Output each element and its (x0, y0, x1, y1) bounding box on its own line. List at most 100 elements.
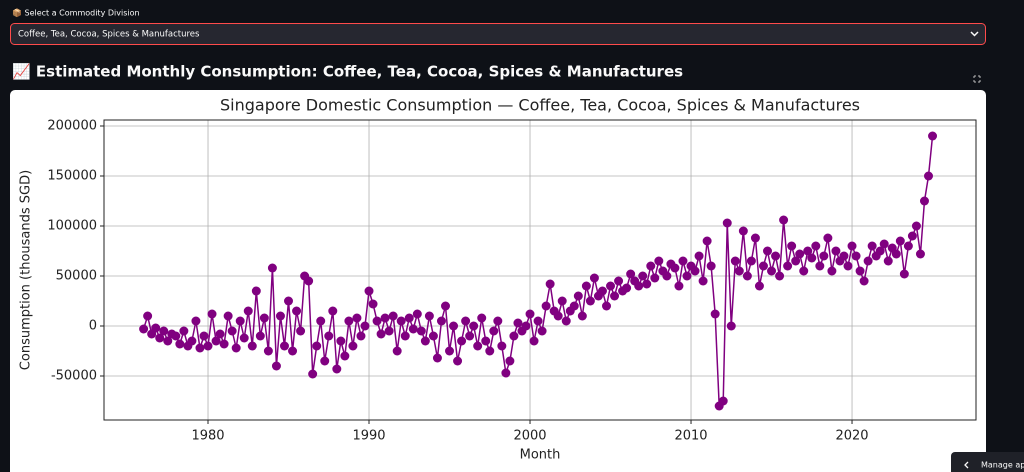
y-tick-label: -50000 (51, 369, 97, 384)
data-point (344, 316, 354, 326)
data-point (895, 236, 905, 246)
data-point (263, 346, 273, 356)
data-point (811, 241, 821, 251)
data-point (501, 368, 511, 378)
data-point (915, 249, 925, 259)
data-point (771, 251, 781, 261)
data-point (388, 311, 398, 321)
data-point (787, 241, 797, 251)
data-point (734, 266, 744, 276)
chart-card (10, 90, 986, 472)
data-point (251, 286, 261, 296)
data-point (432, 353, 442, 363)
data-point (259, 313, 269, 323)
data-point (328, 306, 338, 316)
data-point (803, 246, 813, 256)
data-point (650, 273, 660, 283)
data-point (199, 331, 209, 341)
data-point (642, 279, 652, 289)
data-point (750, 233, 760, 243)
data-point (279, 341, 289, 351)
data-point (597, 286, 607, 296)
data-point (227, 326, 237, 336)
data-point (690, 266, 700, 276)
data-point (384, 326, 394, 336)
data-point (678, 256, 688, 266)
data-point (646, 261, 656, 271)
data-point (191, 316, 201, 326)
data-point (352, 313, 362, 323)
data-point (473, 341, 483, 351)
data-point (436, 316, 446, 326)
data-point (883, 256, 893, 266)
data-point (799, 266, 809, 276)
data-point (143, 311, 153, 321)
data-point (255, 331, 265, 341)
data-point (847, 241, 857, 251)
data-point (312, 341, 322, 351)
data-point (360, 321, 370, 331)
data-point (396, 316, 406, 326)
data-point (284, 296, 294, 306)
y-axis-label: Consumption (thousands SGD) (19, 170, 34, 370)
data-point (493, 316, 503, 326)
data-point (791, 256, 801, 266)
data-point (706, 261, 716, 271)
data-point (694, 251, 704, 261)
data-point (139, 324, 149, 334)
data-point (267, 263, 277, 273)
data-point (742, 271, 752, 281)
manage-app-chevron[interactable] (964, 461, 969, 469)
data-point (445, 346, 455, 356)
data-point (557, 296, 567, 306)
data-point (738, 226, 748, 236)
data-point (324, 331, 334, 341)
data-point (754, 281, 764, 291)
data-point (408, 324, 418, 334)
data-point (179, 326, 189, 336)
data-point (722, 218, 732, 228)
data-point (831, 246, 841, 256)
data-point (187, 336, 197, 346)
manage-app-label[interactable]: Manage app (981, 461, 1024, 470)
data-point (585, 296, 595, 306)
data-point (839, 251, 849, 261)
data-point (746, 256, 756, 266)
data-point (203, 341, 213, 351)
select-box[interactable] (10, 23, 986, 45)
data-point (851, 251, 861, 261)
data-point (758, 261, 768, 271)
data-point (924, 171, 934, 181)
data-point (521, 321, 531, 331)
fullscreen-icon[interactable] (973, 75, 981, 83)
data-point (903, 241, 913, 251)
data-point (573, 291, 583, 301)
data-point (348, 341, 358, 351)
data-point (928, 131, 938, 141)
data-point (762, 246, 772, 256)
select-value[interactable]: Coffee, Tea, Cocoa, Spices & Manufacture… (18, 30, 200, 40)
manage-app-button[interactable] (951, 452, 1024, 472)
data-point (899, 269, 909, 279)
data-point (698, 276, 708, 286)
data-point (601, 301, 611, 311)
data-point (815, 261, 825, 271)
data-point (243, 306, 253, 316)
data-point (404, 313, 414, 323)
data-point (859, 276, 869, 286)
plot-frame (103, 119, 977, 421)
data-point (155, 333, 165, 343)
select-chevron[interactable] (970, 31, 979, 37)
data-point (529, 336, 539, 346)
section-header: 📈 Estimated Monthly Consumption: Coffee,… (12, 63, 683, 81)
data-point (577, 311, 587, 321)
data-point (420, 336, 430, 346)
data-point (505, 356, 515, 366)
data-point (489, 326, 499, 336)
data-point (376, 329, 386, 339)
y-tick-label: 100000 (47, 219, 97, 234)
data-point (412, 309, 422, 319)
data-point (907, 231, 917, 241)
data-point (614, 276, 624, 286)
